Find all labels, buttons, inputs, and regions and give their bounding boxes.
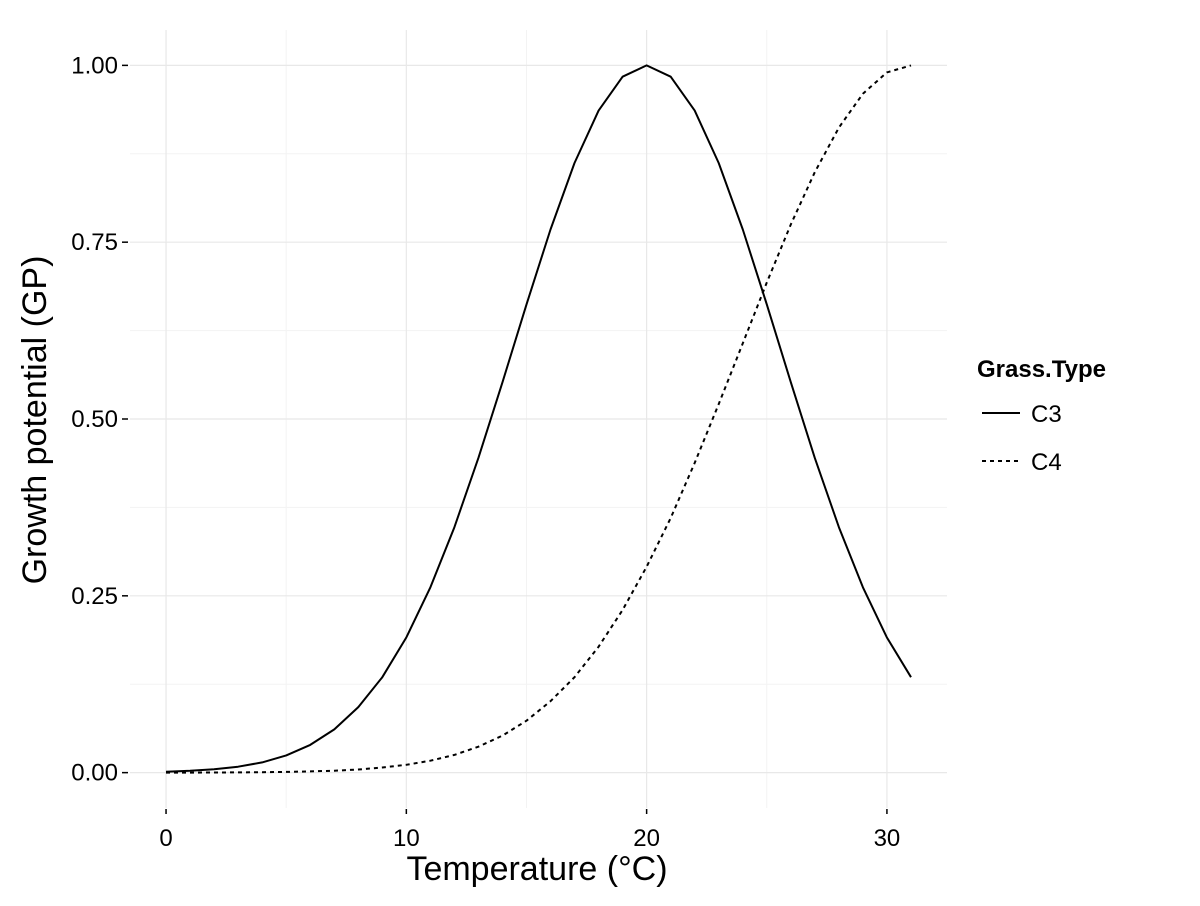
x-axis-label: Temperature (°C) xyxy=(406,850,667,888)
y-axis-label: Growth potential (GP) xyxy=(16,256,54,585)
x-tick-label: 0 xyxy=(159,825,172,852)
y-tick-label: 0.50 xyxy=(71,406,118,433)
legend-label-c4: C4 xyxy=(1031,449,1062,476)
series-line-c3 xyxy=(165,64,912,773)
legend: Grass.Type C3 C4 xyxy=(977,356,1106,476)
y-tick-label: 0.75 xyxy=(71,229,118,256)
y-tick-label: 0.00 xyxy=(71,760,118,787)
legend-label-c3: C3 xyxy=(1031,401,1062,428)
x-tick-label: 10 xyxy=(393,825,420,852)
y-tick-label: 0.25 xyxy=(71,583,118,610)
legend-title: Grass.Type xyxy=(977,356,1106,383)
x-tick-label: 30 xyxy=(874,825,901,852)
grid xyxy=(130,30,947,808)
axes: 0 10 20 30 0.00 0.25 0.50 0.75 1.00 xyxy=(71,52,900,852)
series-line-c4 xyxy=(166,64,912,774)
x-tick-label: 20 xyxy=(633,825,660,852)
series-lines xyxy=(165,64,912,774)
y-tick-label: 1.00 xyxy=(71,52,118,79)
